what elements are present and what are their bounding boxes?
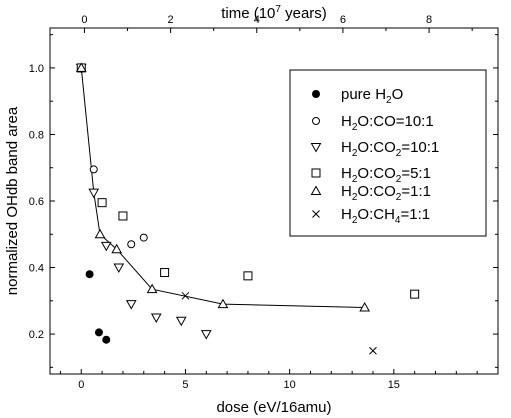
data-point-filled-circle <box>102 335 111 344</box>
legend-label-h2o-co-10-1: H2O:CO=10:1 <box>341 113 434 133</box>
data-point-up-triangle <box>146 283 158 294</box>
legend-label-h2o-co2-1-1: H2O:CO2=1:1 <box>341 183 431 203</box>
marks-layer <box>75 62 420 355</box>
top-x-tick-label: 6 <box>340 14 346 26</box>
legend: pure H2O H2O:CO=10:1 H2O:CO2=10:1 H2O:CO… <box>289 69 487 237</box>
data-point-up-triangle <box>75 62 87 72</box>
data-point-open-square <box>97 198 107 208</box>
legend-box <box>289 69 487 237</box>
data-point-filled-circle <box>94 328 103 337</box>
y-tick-label: 0.4 <box>29 263 44 275</box>
y-tick-label: 0.2 <box>29 329 44 341</box>
data-point-down-triangle <box>175 316 187 327</box>
top-x-tick-label: 0 <box>81 14 87 26</box>
x-tick-label: 15 <box>388 379 400 391</box>
ticks-layer: 0 5 10 15 0 2 4 6 8 0.2 0.4 0.6 0.8 1.0 <box>29 14 498 391</box>
legend-marker-down-triangle <box>310 143 322 153</box>
data-point-cross <box>369 346 377 355</box>
data-point-open-square <box>160 268 170 278</box>
x-tick-label: 0 <box>78 379 84 391</box>
legend-marker-open-square <box>311 168 321 178</box>
x-tick-label: 10 <box>284 379 296 391</box>
top-x-tick-label: 2 <box>168 14 174 26</box>
data-point-up-triangle <box>94 228 106 239</box>
y-tick-label: 0.8 <box>29 129 44 141</box>
legend-markers <box>310 90 322 218</box>
data-point-down-triangle <box>150 313 162 323</box>
data-point-up-triangle <box>359 301 370 312</box>
top-x-tick-label: 4 <box>254 14 260 26</box>
data-point-down-triangle <box>200 330 212 340</box>
data-point-down-triangle <box>100 241 112 252</box>
data-point-open-square <box>410 289 420 299</box>
data-point-open-circle <box>139 233 148 242</box>
legend-label-h2o-co2-5-1: H2O:CO2=5:1 <box>341 165 431 185</box>
y-tick-label: 0.6 <box>29 196 44 208</box>
data-point-open-circle <box>89 165 98 174</box>
top-x-tick-label: 8 <box>426 14 432 26</box>
data-point-down-triangle <box>113 263 125 274</box>
y-tick-label: 1.0 <box>29 63 44 75</box>
legend-label-h2o-ch4-1-1: H2O:CH4=1:1 <box>341 206 430 226</box>
data-point-cross <box>181 291 190 300</box>
x-axis-title: dose (eV/16amu) <box>216 399 331 416</box>
legend-marker-open-circle <box>312 117 320 125</box>
top-x-axis-title: time (107 years) <box>221 4 327 22</box>
legend-label-h2o-co2-10-1: H2O:CO2=10:1 <box>341 139 439 159</box>
data-point-down-triangle <box>88 188 100 199</box>
data-point-filled-circle <box>85 270 94 279</box>
data-point-up-triangle <box>217 298 229 309</box>
legend-marker-filled-circle <box>312 90 320 98</box>
y-axis-title: normalized OHdb band area <box>4 106 21 295</box>
legend-marker-cross <box>312 210 320 218</box>
x-tick-label: 5 <box>182 379 188 391</box>
legend-marker-up-triangle <box>310 185 322 195</box>
data-point-open-square <box>118 211 128 221</box>
data-point-open-square <box>243 271 253 281</box>
data-point-down-triangle <box>125 300 137 310</box>
data-point-open-circle <box>127 240 136 249</box>
data-point-up-triangle <box>111 243 123 254</box>
